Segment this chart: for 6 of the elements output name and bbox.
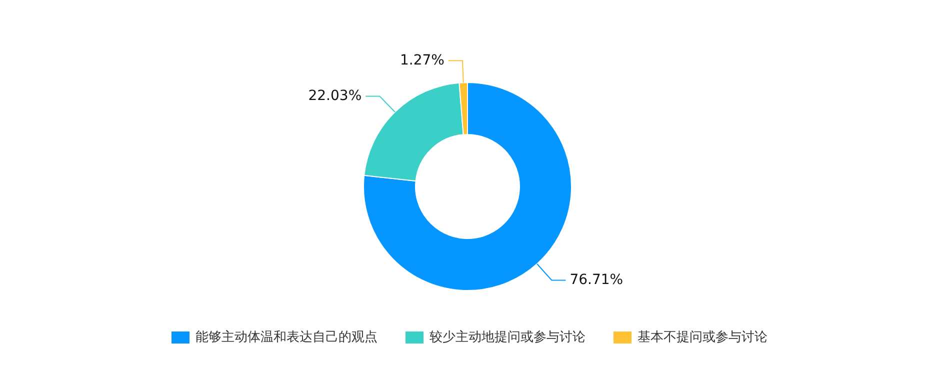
data-label: 22.03% (308, 88, 362, 104)
data-label: 1.27% (400, 52, 444, 69)
legend-label: 能够主动体温和表达自己的观点 (196, 329, 378, 345)
legend-label: 基本不提问或参与讨论 (638, 330, 768, 345)
legend-label: 较少主动地提问或参与讨论 (430, 329, 586, 345)
data-label: 76.71% (570, 272, 624, 288)
